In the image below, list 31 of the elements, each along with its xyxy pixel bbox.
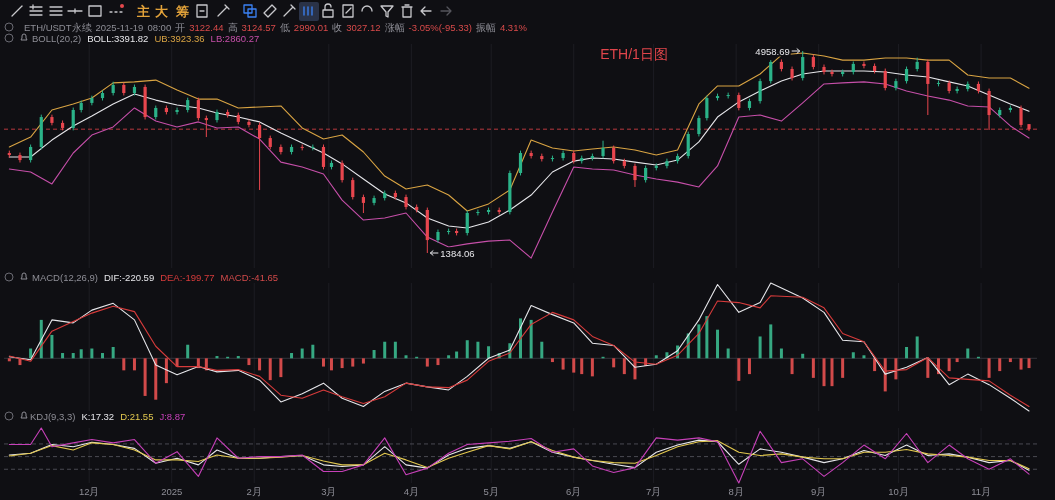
text: MACD:-41.65 bbox=[220, 272, 279, 283]
text: J:8.87 bbox=[159, 411, 186, 422]
x-tick-label: 2025 bbox=[161, 486, 183, 497]
text: UB:3923.36 bbox=[154, 33, 205, 44]
x-tick-label: 8月 bbox=[728, 486, 744, 497]
x-tick-label: 10月 bbox=[888, 486, 909, 497]
x-tick-label: 6月 bbox=[566, 486, 582, 497]
text: 大 bbox=[154, 4, 169, 19]
x-tick-label: 7月 bbox=[645, 486, 662, 497]
x-tick-label: 5月 bbox=[483, 486, 499, 497]
x-tick-label: 12月 bbox=[78, 486, 100, 497]
text: DIF:-220.59 bbox=[104, 272, 155, 283]
x-tick-label: 9月 bbox=[811, 486, 827, 497]
legend-title: KDJ(9,3,3) bbox=[30, 411, 76, 422]
x-tick-label: 11月 bbox=[971, 486, 992, 497]
x-tick-label: 2月 bbox=[246, 486, 262, 497]
annotation: 1384.06 bbox=[440, 247, 475, 259]
text: ETH/USDT永续 2025-11-19 08:00 开 3122.44 高 3124.57 低 2990.01 收 3027.12 涨幅 -3.05%(-95.33) 振幅 4.31% bbox=[24, 22, 527, 33]
text: BOLL:3391.82 bbox=[87, 33, 149, 44]
text: K:17.32 bbox=[81, 411, 115, 422]
legend-title: MACD(12,26,9) bbox=[32, 272, 98, 283]
chart-title: ETH/1日图 bbox=[600, 46, 668, 62]
text: 主 bbox=[135, 4, 150, 19]
x-tick-label: 3月 bbox=[321, 486, 337, 497]
annotation: 4958.69 bbox=[755, 45, 790, 57]
legend-title: BOLL(20,2) bbox=[32, 33, 82, 44]
text: DEA:-199.77 bbox=[160, 272, 215, 283]
text: LB:2860.27 bbox=[210, 33, 260, 44]
text: 筹 bbox=[174, 4, 189, 19]
text: D:21.55 bbox=[120, 411, 154, 422]
x-tick-label: 4月 bbox=[403, 486, 419, 497]
